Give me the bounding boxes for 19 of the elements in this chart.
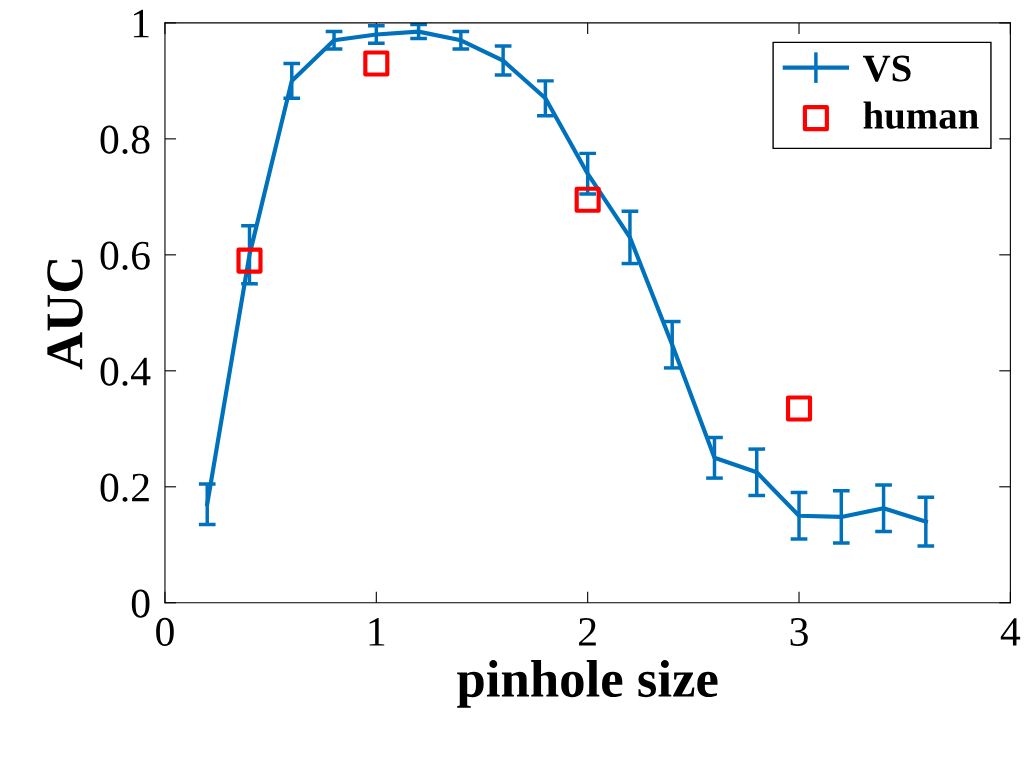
x-tick-label: 0	[156, 617, 174, 646]
point	[785, 395, 813, 422]
x-tick-label: 2	[579, 617, 596, 646]
y-tick-label: 0.4	[100, 357, 151, 386]
y-tick-label: 0	[131, 589, 150, 618]
y-tick-label: 1	[133, 9, 149, 38]
legend-label: VS	[862, 55, 911, 82]
y-tick-label: 0.2	[100, 473, 149, 502]
y-axis-title: AUC	[47, 259, 83, 370]
y-tick-label: 0.8	[100, 125, 150, 154]
x-tick-label: 1	[369, 618, 385, 646]
x-tick-label: 3	[790, 617, 808, 646]
x-tick-label: 4	[1000, 618, 1021, 646]
point	[363, 50, 390, 77]
y-tick-label: 0.6	[100, 241, 150, 270]
x-axis-title: pinhole size	[457, 660, 718, 708]
point	[236, 247, 263, 274]
point	[574, 186, 601, 213]
legend-label: human	[863, 101, 979, 129]
